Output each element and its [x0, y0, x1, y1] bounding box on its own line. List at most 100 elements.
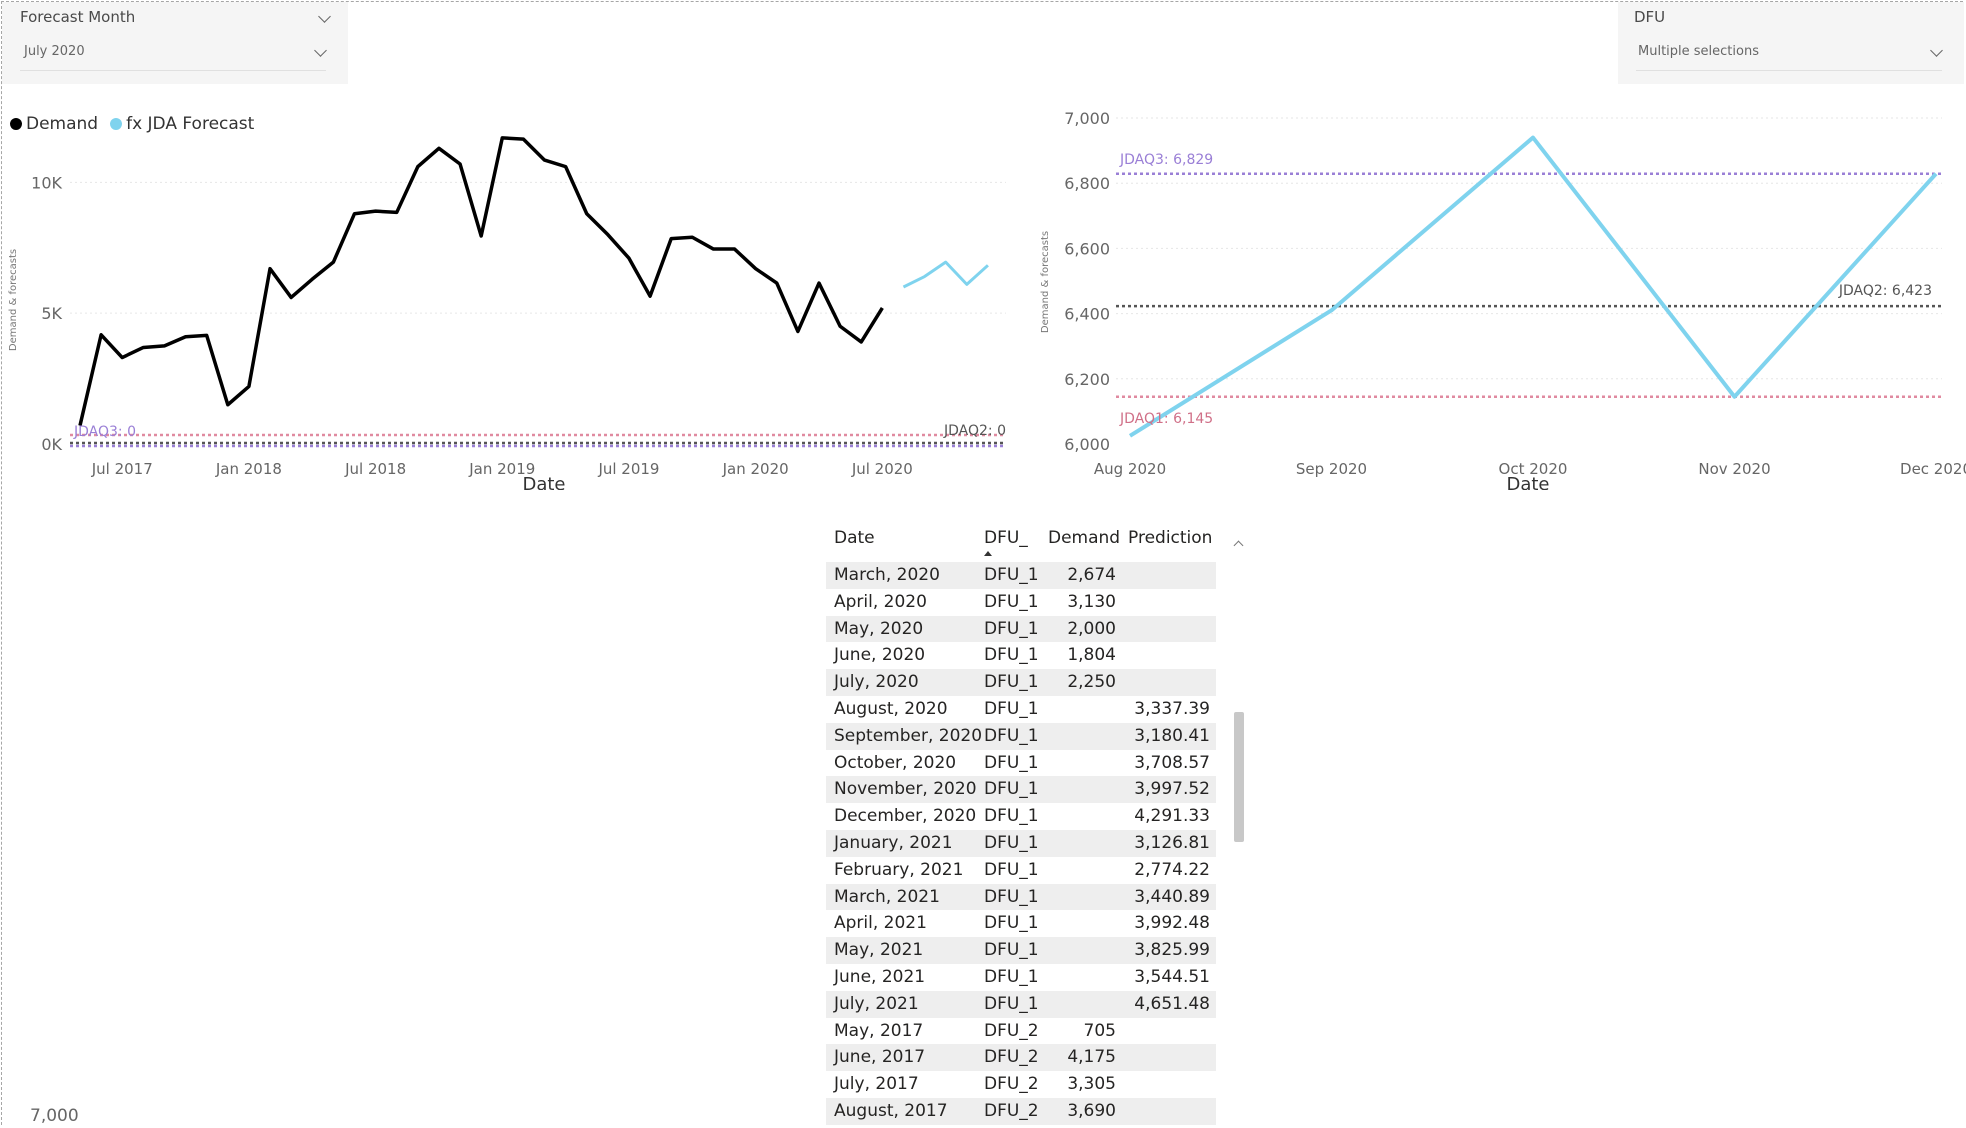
- legend-item-demand[interactable]: Demand: [10, 114, 98, 134]
- date-cell: March, 2021: [834, 886, 940, 907]
- table-header: Date DFU_ Demand Prediction: [826, 518, 1216, 564]
- reference-line-label: JDAQ3: 6,829: [1119, 152, 1213, 168]
- scrollbar-thumb[interactable]: [1234, 712, 1244, 842]
- dfu-cell: DFU_2: [984, 1020, 1039, 1041]
- table-row[interactable]: January, 2021 DFU_1 3,126.81: [826, 829, 1216, 857]
- series-line: [78, 136, 884, 426]
- date-cell: July, 2021: [834, 993, 919, 1014]
- x-tick-label: Aug 2020: [1094, 460, 1166, 478]
- x-tick-label: Oct 2020: [1499, 460, 1568, 478]
- legend-marker-icon: [10, 118, 22, 130]
- slicer-title: DFU: [1634, 8, 1666, 26]
- demand-cell: 4,175: [1067, 1047, 1116, 1068]
- scroll-up-icon[interactable]: [1233, 540, 1244, 551]
- chevron-down-icon[interactable]: [1930, 44, 1943, 57]
- column-header-demand[interactable]: Demand: [1048, 528, 1121, 548]
- prediction-cell: 4,651.48: [1134, 993, 1210, 1014]
- slicer-value[interactable]: Multiple selections: [1638, 44, 1759, 59]
- table-row[interactable]: May, 2021 DFU_1 3,825.99: [826, 937, 1216, 964]
- chevron-down-icon[interactable]: [314, 44, 327, 57]
- legend-item-forecast[interactable]: fx JDA Forecast: [110, 114, 254, 134]
- table-row[interactable]: March, 2021 DFU_1 3,440.89: [826, 883, 1216, 911]
- table-row[interactable]: February, 2021 DFU_1 2,774.22: [826, 857, 1216, 884]
- dfu-cell: DFU_1: [984, 565, 1039, 585]
- prediction-cell: 3,440.89: [1134, 886, 1210, 907]
- y-tick-label: 6,400: [1064, 305, 1110, 324]
- slicer-divider: [20, 70, 326, 71]
- date-cell: February, 2021: [834, 859, 964, 880]
- date-cell: April, 2021: [834, 913, 927, 934]
- x-tick-label: Jan 2020: [722, 460, 789, 478]
- chart-legend: Demand fx JDA Forecast: [10, 114, 260, 134]
- dfu-cell: DFU_2: [984, 1100, 1039, 1121]
- y-axis-title: Demand & forecasts: [8, 249, 19, 351]
- x-tick-label: Jul 2018: [344, 460, 406, 478]
- table-row[interactable]: September, 2020 DFU_1 3,180.41: [826, 722, 1216, 750]
- table-row[interactable]: May, 2020 DFU_1 2,000: [826, 615, 1216, 643]
- dfu-cell: DFU_2: [984, 1074, 1039, 1095]
- table-row[interactable]: December, 2020 DFU_1 4,291.33: [826, 803, 1216, 830]
- dfu-cell: DFU_1: [984, 940, 1039, 961]
- forecast-month-slicer[interactable]: Forecast Month July 2020: [2, 2, 348, 84]
- table-row[interactable]: July, 2020 DFU_1 2,250: [826, 669, 1216, 696]
- date-cell: June, 2017: [834, 1047, 926, 1068]
- table-row[interactable]: April, 2020 DFU_1 3,130: [826, 589, 1216, 616]
- y-tick-label: 0K: [41, 435, 62, 454]
- date-cell: December, 2020: [834, 806, 977, 827]
- chevron-down-icon[interactable]: [318, 10, 331, 23]
- date-cell: May, 2021: [834, 940, 924, 961]
- dfu-cell: DFU_1: [984, 993, 1039, 1014]
- prediction-cell: 4,291.33: [1134, 806, 1210, 827]
- x-tick-label: Sep 2020: [1296, 460, 1367, 478]
- x-tick-label: Jan 2019: [468, 460, 535, 478]
- date-cell: September, 2020: [834, 725, 983, 746]
- table-scrollbar[interactable]: [1233, 528, 1244, 1128]
- table-row[interactable]: April, 2021 DFU_1 3,992.48: [826, 910, 1216, 937]
- y-tick-label: 5K: [41, 304, 62, 323]
- slicer-divider: [1636, 70, 1942, 71]
- y-axis-title: Demand & forecasts: [1040, 231, 1051, 333]
- table-row[interactable]: August, 2020 DFU_1 3,337.39: [826, 696, 1216, 723]
- slicer-title: Forecast Month: [20, 8, 136, 26]
- column-header-prediction[interactable]: Prediction: [1128, 528, 1213, 548]
- date-cell: July, 2020: [834, 672, 919, 693]
- demand-history-chart: Demand & forecasts Date 0K 5K 10K Jul 2017 J…: [8, 136, 1006, 490]
- demand-cell: 3,305: [1067, 1074, 1116, 1095]
- date-cell: January, 2021: [834, 832, 953, 853]
- prediction-cell: 3,544.51: [1134, 966, 1210, 987]
- table-row[interactable]: July, 2021 DFU_1 4,651.48: [826, 990, 1216, 1018]
- reference-line-label: JDAQ1: 6,145: [1119, 411, 1213, 427]
- x-tick-label: Jul 2017: [91, 460, 153, 478]
- table-row[interactable]: November, 2020 DFU_1 3,997.52: [826, 776, 1216, 804]
- dfu-cell: DFU_1: [984, 591, 1039, 612]
- prediction-cell: 3,992.48: [1134, 913, 1210, 934]
- demand-cell: 1,804: [1067, 645, 1116, 666]
- date-cell: June, 2020: [834, 645, 926, 666]
- dfu-cell: DFU_1: [984, 752, 1039, 773]
- table-row[interactable]: June, 2020 DFU_1 1,804: [826, 642, 1216, 669]
- legend-marker-icon: [110, 118, 123, 130]
- dfu-cell: DFU_1: [984, 618, 1039, 639]
- date-cell: June, 2021: [834, 966, 926, 987]
- prediction-cell: 2,774.22: [1134, 859, 1210, 880]
- demand-prediction-table: Date DFU_ Demand Prediction March, 2020 D…: [826, 518, 1246, 1128]
- y-tick-label: 6,200: [1064, 370, 1110, 389]
- table-row[interactable]: June, 2021 DFU_1 3,544.51: [826, 964, 1216, 991]
- table-row[interactable]: March, 2020 DFU_1 2,674: [826, 562, 1216, 589]
- table-row[interactable]: October, 2020 DFU_1 3,708.57: [826, 750, 1216, 777]
- table-row[interactable]: August, 2017 DFU_2 3,690: [826, 1097, 1216, 1125]
- column-header-dfu[interactable]: DFU_: [984, 528, 1028, 548]
- table-row[interactable]: June, 2017 DFU_2 4,175: [826, 1044, 1216, 1072]
- table-row[interactable]: July, 2017 DFU_2 3,305: [826, 1071, 1216, 1098]
- prediction-cell: 3,708.57: [1134, 752, 1210, 773]
- x-axis-title: Date: [1506, 474, 1549, 490]
- dfu-slicer[interactable]: DFU Multiple selections: [1618, 2, 1964, 84]
- y-tick-label: 6,600: [1064, 239, 1110, 258]
- column-header-date[interactable]: Date: [834, 528, 875, 548]
- x-tick-label: Jul 2020: [851, 460, 913, 478]
- dfu-cell: DFU_1: [984, 913, 1039, 934]
- table-row[interactable]: May, 2017 DFU_2 705: [826, 1018, 1216, 1045]
- slicer-value[interactable]: July 2020: [24, 44, 85, 59]
- dfu-cell: DFU_1: [984, 779, 1039, 800]
